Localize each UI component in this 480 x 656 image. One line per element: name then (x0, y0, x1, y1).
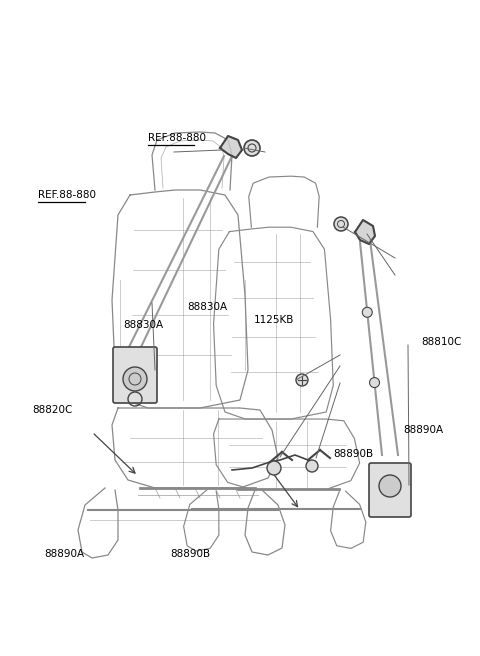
Text: REF.88-880: REF.88-880 (38, 190, 96, 201)
Circle shape (244, 140, 260, 156)
Text: REF.88-880: REF.88-880 (148, 133, 206, 143)
Text: 88830A: 88830A (187, 302, 228, 312)
Circle shape (379, 475, 401, 497)
Text: 88810C: 88810C (421, 337, 462, 348)
Circle shape (370, 378, 380, 388)
Text: 88890B: 88890B (334, 449, 374, 459)
FancyBboxPatch shape (369, 463, 411, 517)
Text: 88820C: 88820C (33, 405, 73, 415)
Text: 88890A: 88890A (44, 549, 84, 560)
Circle shape (123, 367, 147, 391)
Polygon shape (355, 220, 375, 244)
Circle shape (334, 217, 348, 231)
Text: 88830A: 88830A (123, 319, 163, 330)
FancyBboxPatch shape (113, 347, 157, 403)
Circle shape (296, 374, 308, 386)
Text: 88890B: 88890B (170, 549, 211, 560)
Circle shape (362, 307, 372, 318)
Circle shape (306, 460, 318, 472)
Text: 1125KB: 1125KB (253, 315, 294, 325)
Circle shape (267, 461, 281, 475)
Polygon shape (220, 136, 242, 158)
Text: 88890A: 88890A (403, 424, 444, 435)
